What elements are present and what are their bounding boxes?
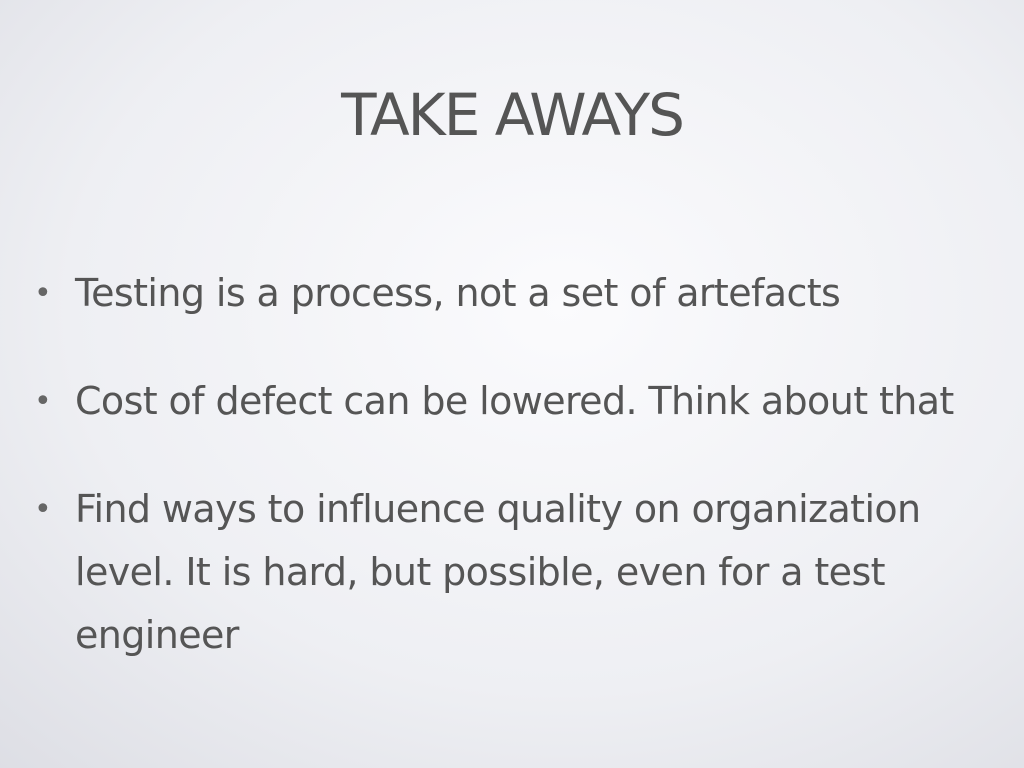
- bullet-list: • Testing is a process, not a set of art…: [0, 262, 1024, 712]
- slide-title: TAKE AWAYS: [341, 81, 685, 149]
- bullet-text: Cost of defect can be lowered. Think abo…: [75, 379, 954, 423]
- bullet-item-influence-quality: • Find ways to influence quality on orga…: [0, 478, 1024, 667]
- bullet-text: Testing is a process, not a set of artef…: [75, 271, 841, 315]
- bullet-marker: •: [34, 276, 52, 311]
- bullet-item-testing-process: • Testing is a process, not a set of art…: [0, 262, 1024, 325]
- bullet-item-cost-of-defect: • Cost of defect can be lowered. Think a…: [0, 370, 1024, 433]
- bullet-marker: •: [34, 492, 52, 527]
- bullet-marker: •: [34, 384, 52, 419]
- bullet-text: Find ways to influence quality on organi…: [75, 487, 921, 657]
